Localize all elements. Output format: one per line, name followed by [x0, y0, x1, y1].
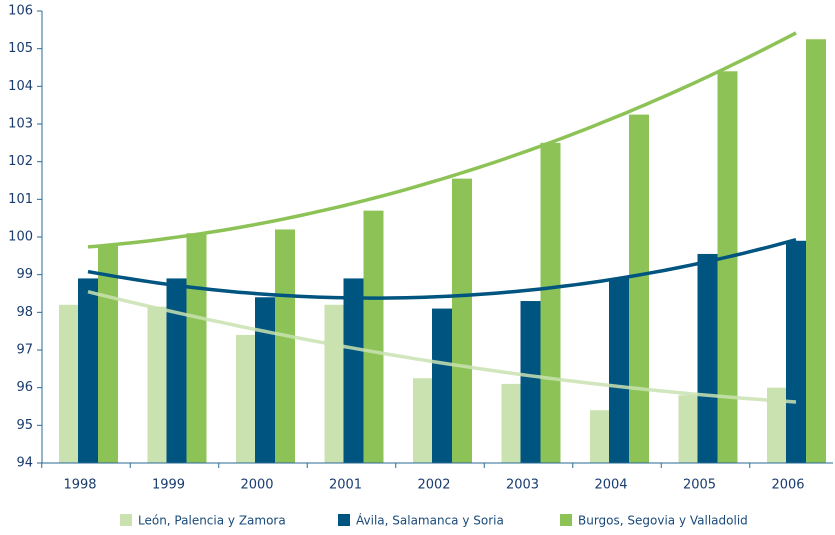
bar [520, 301, 541, 463]
bar [324, 304, 345, 463]
x-tick-label: 2003 [506, 478, 539, 493]
x-tick-label: 1998 [63, 478, 96, 493]
x-tick-label: 2002 [417, 478, 450, 493]
bar [590, 410, 610, 463]
y-tick-label: 103 [8, 117, 33, 132]
legend-swatch [338, 514, 350, 526]
bar [255, 297, 275, 463]
bar [767, 387, 787, 463]
bar [678, 395, 699, 463]
legend-label: Ávila, Salamanca y Soria [356, 513, 504, 528]
bar [78, 278, 98, 463]
bar [147, 306, 168, 463]
y-tick-label: 95 [16, 418, 33, 433]
y-tick-label: 104 [8, 79, 33, 94]
x-tick-label: 2004 [594, 478, 627, 493]
bar [452, 178, 472, 463]
bar [343, 278, 364, 463]
trend-line [87, 290, 797, 404]
bar [275, 229, 295, 463]
bar [236, 334, 256, 463]
bar [540, 142, 561, 464]
bar [363, 210, 384, 463]
y-tick-label: 97 [16, 343, 33, 358]
bar [432, 308, 452, 463]
x-tick-label: 2000 [240, 478, 273, 493]
y-tick-label: 96 [16, 380, 33, 395]
legend-label: León, Palencia y Zamora [138, 514, 286, 528]
x-tick-label: 2006 [771, 478, 804, 493]
y-tick-label: 102 [8, 154, 33, 169]
y-tick-label: 106 [8, 4, 33, 19]
legend-label: Burgos, Segovia y Valladolid [578, 514, 748, 528]
y-tick-label: 94 [16, 456, 33, 471]
bar [186, 233, 207, 463]
bar [413, 378, 433, 463]
bar [59, 304, 79, 463]
x-tick-label: 1999 [152, 478, 185, 493]
trend-line [87, 238, 797, 300]
y-tick-label: 101 [8, 192, 33, 207]
bar [717, 71, 738, 464]
bar [786, 240, 806, 463]
y-tick-label: 100 [8, 230, 33, 245]
bar [697, 253, 718, 463]
bar [629, 114, 649, 463]
trend-line [87, 31, 797, 249]
bar [166, 278, 187, 463]
y-tick-label: 99 [16, 267, 33, 282]
legend-swatch [120, 514, 132, 526]
y-tick-label: 105 [8, 41, 33, 56]
x-tick-label: 2001 [329, 478, 362, 493]
y-tick-label: 98 [16, 305, 33, 320]
legend-swatch [560, 514, 572, 526]
bar [501, 383, 522, 463]
bar [806, 39, 826, 463]
x-tick-label: 2005 [683, 478, 716, 493]
bar [609, 278, 629, 463]
